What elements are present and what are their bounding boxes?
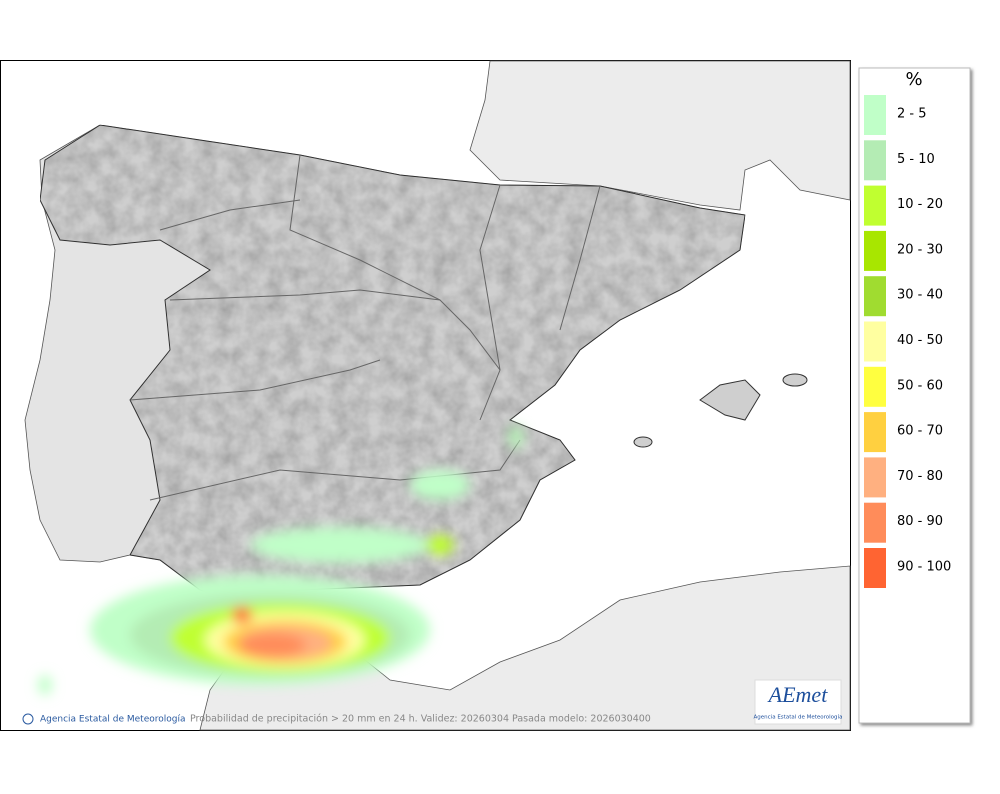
legend-label: 80 - 90 bbox=[897, 514, 943, 529]
legend-swatch bbox=[864, 276, 886, 317]
legend-swatch bbox=[864, 412, 886, 453]
legend-label: 5 - 10 bbox=[897, 152, 935, 167]
legend-label: 50 - 60 bbox=[897, 378, 943, 393]
legend-swatch bbox=[864, 502, 886, 543]
credit: Agencia Estatal de Meteorología bbox=[22, 713, 186, 725]
logo-name: AEmet bbox=[767, 682, 829, 707]
legend-swatch bbox=[864, 140, 886, 181]
legend-label: 40 - 50 bbox=[897, 333, 943, 348]
france bbox=[469, 60, 851, 211]
legend-swatch bbox=[864, 457, 886, 498]
region-borders bbox=[129, 154, 601, 501]
probability-areas bbox=[38, 425, 524, 695]
legend-label: 30 - 40 bbox=[897, 288, 943, 303]
logo: AEmet Agencia Estatal de Meteorología bbox=[754, 679, 843, 725]
map-caption: Probabilidad de precipitación > 20 mm en… bbox=[190, 714, 651, 725]
legend-label: 70 - 80 bbox=[897, 469, 943, 484]
legend-title: % bbox=[905, 69, 922, 90]
spain bbox=[39, 124, 746, 601]
legend-swatch bbox=[864, 95, 886, 135]
legend-swatch bbox=[864, 548, 886, 588]
legend-label: 60 - 70 bbox=[897, 424, 943, 439]
map-frame: Agencia Estatal de Meteorología Probabil… bbox=[0, 60, 851, 731]
credit-text: Agencia Estatal de Meteorología bbox=[40, 715, 186, 725]
logo-subtitle: Agencia Estatal de Meteorología bbox=[754, 714, 843, 721]
legend: % 2 - 5 5 - 10 10 - 20 20 - 30 30 - 40 40 - 5… bbox=[858, 67, 971, 724]
legend-swatch bbox=[864, 321, 886, 362]
legend-label: 90 - 100 bbox=[897, 560, 951, 575]
legend-label: 20 - 30 bbox=[897, 242, 943, 257]
balearic-islands bbox=[633, 373, 808, 448]
legend-label: 2 - 5 bbox=[897, 107, 927, 122]
legend-swatch bbox=[864, 185, 886, 226]
legend-label: 10 - 20 bbox=[897, 197, 943, 212]
legend-swatch bbox=[864, 230, 886, 271]
legend-swatch bbox=[864, 366, 886, 407]
